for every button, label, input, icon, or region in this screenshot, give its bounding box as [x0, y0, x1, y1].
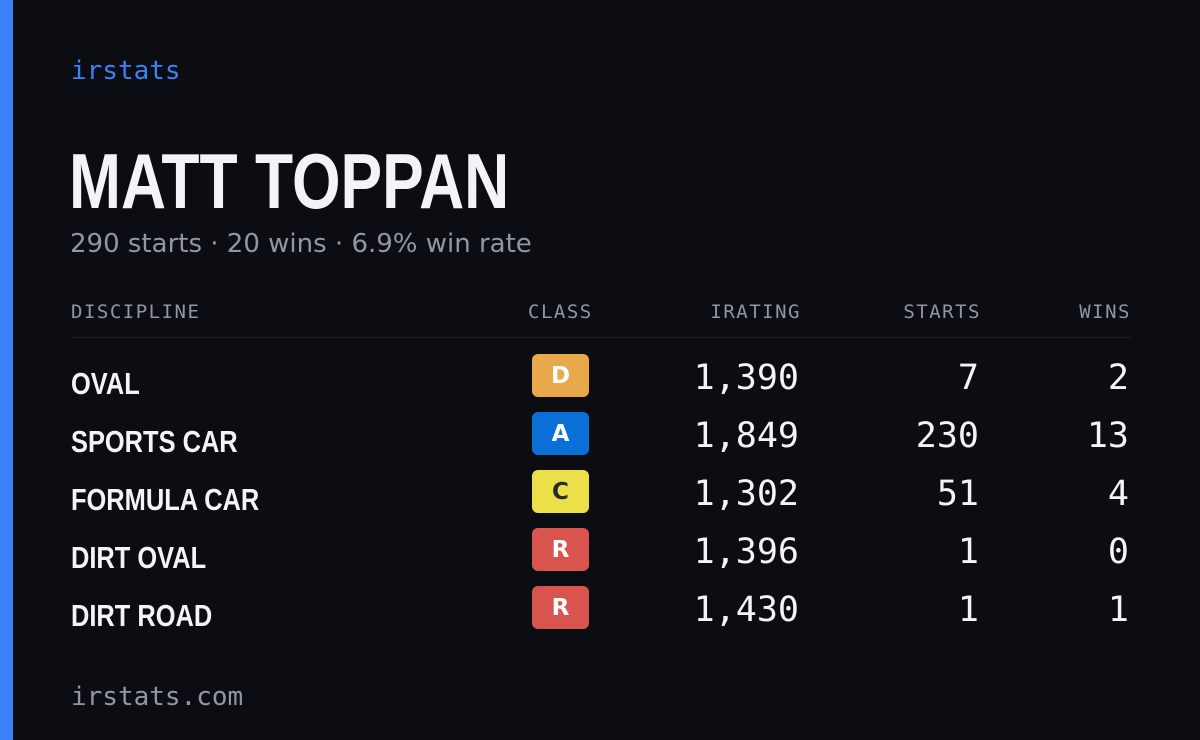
- header-class: CLASS: [528, 301, 593, 323]
- wins-value: 13: [1086, 416, 1129, 456]
- wins-value: 0: [1107, 532, 1129, 572]
- header-discipline: DISCIPLINE: [71, 301, 201, 323]
- header-wins: WINS: [1079, 301, 1131, 323]
- table-row: FORMULA CAR C 1,302 51 4: [71, 470, 1131, 528]
- irating-value: 1,849: [693, 416, 799, 456]
- table-row: DIRT OVAL R 1,396 1 0: [71, 528, 1131, 586]
- discipline-name: FORMULA CAR: [71, 482, 260, 517]
- wins-value: 1: [1107, 590, 1129, 630]
- class-badge: C: [532, 470, 589, 513]
- class-badge: R: [532, 528, 589, 571]
- player-name: MATT TOPPAN: [69, 137, 510, 225]
- discipline-name: DIRT OVAL: [71, 540, 207, 575]
- header-irating: IRATING: [710, 301, 801, 323]
- class-badge: A: [532, 412, 589, 455]
- wins-value: 4: [1107, 474, 1129, 514]
- discipline-name: SPORTS CAR: [71, 424, 238, 459]
- table-body: OVAL D 1,390 7 2 SPORTS CAR A 1,849 230 …: [71, 338, 1131, 644]
- class-badge: R: [532, 586, 589, 629]
- brand-logo[interactable]: irstats: [71, 56, 181, 86]
- irating-value: 1,430: [693, 590, 799, 630]
- starts-value: 230: [915, 416, 979, 456]
- starts-value: 1: [957, 590, 979, 630]
- table-row: DIRT ROAD R 1,430 1 1: [71, 586, 1131, 644]
- discipline-name: OVAL: [71, 366, 140, 401]
- starts-value: 51: [936, 474, 979, 514]
- header-starts: STARTS: [903, 301, 981, 323]
- player-summary: 290 starts · 20 wins · 6.9% win rate: [70, 229, 532, 259]
- accent-bar: [0, 0, 13, 740]
- table-header: DISCIPLINE CLASS IRATING STARTS WINS: [71, 296, 1131, 338]
- class-badge: D: [532, 354, 589, 397]
- table-row: SPORTS CAR A 1,849 230 13: [71, 412, 1131, 470]
- discipline-table: DISCIPLINE CLASS IRATING STARTS WINS OVA…: [71, 296, 1131, 644]
- starts-value: 7: [957, 358, 979, 398]
- table-row: OVAL D 1,390 7 2: [71, 354, 1131, 412]
- starts-value: 1: [957, 532, 979, 572]
- wins-value: 2: [1107, 358, 1129, 398]
- irating-value: 1,302: [693, 474, 799, 514]
- discipline-name: DIRT ROAD: [71, 598, 213, 633]
- irating-value: 1,390: [693, 358, 799, 398]
- footer-url[interactable]: irstats.com: [71, 682, 244, 712]
- irating-value: 1,396: [693, 532, 799, 572]
